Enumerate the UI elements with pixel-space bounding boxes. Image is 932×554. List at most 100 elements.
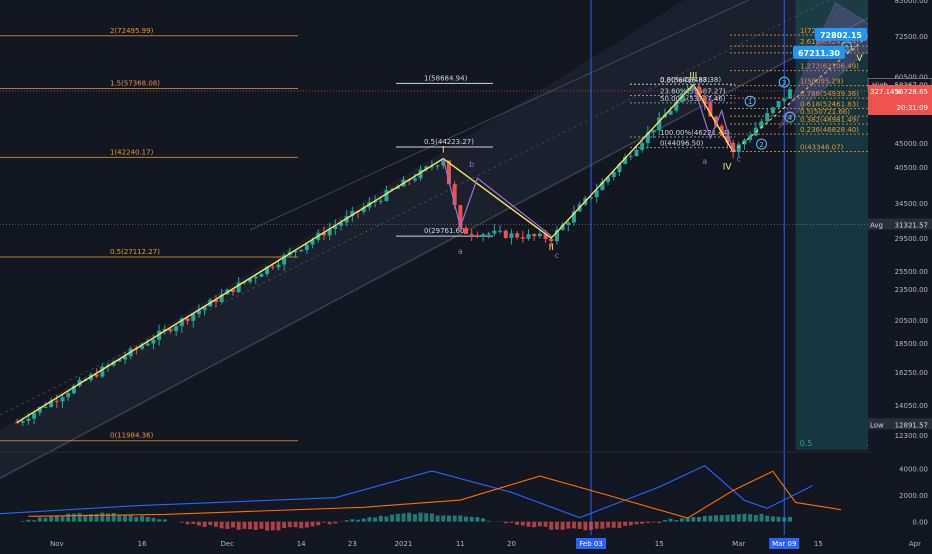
macd-histogram-bar <box>748 514 752 521</box>
macd-axis-tick: 4000.00 <box>899 465 928 473</box>
fib-right-label: 0.382(48981.49) <box>800 116 859 124</box>
macd-histogram-bar <box>151 518 155 522</box>
macd-histogram-bar <box>32 520 36 521</box>
macd-histogram-bar <box>669 519 673 522</box>
macd-histogram-bar <box>271 522 275 531</box>
candle-body <box>640 143 644 150</box>
macd-histogram-bar <box>112 513 116 522</box>
price-axis-tick: 14050.00 <box>895 402 928 410</box>
candle-body <box>737 144 741 152</box>
macd-histogram-bar <box>157 519 161 521</box>
macd-histogram-bar <box>703 516 707 522</box>
low-label: Low <box>870 421 884 429</box>
candle-body <box>538 234 542 237</box>
macd-histogram-bar <box>140 516 144 522</box>
candle-body <box>481 234 485 236</box>
fib-minor-label: 1(58684.94) <box>424 74 468 82</box>
macd-histogram-bar <box>424 513 428 521</box>
macd-histogram-bar <box>470 517 474 522</box>
candle-body <box>151 340 155 344</box>
time-axis-tick: 14 <box>297 540 306 548</box>
macd-histogram-bar <box>481 518 485 522</box>
candle-body <box>413 178 417 180</box>
macd-histogram-bar <box>384 516 388 521</box>
macd-histogram-bar <box>322 522 326 523</box>
time-axis-tick: 23 <box>348 540 357 548</box>
minor-wave-label: c <box>555 251 559 260</box>
macd-histogram-bar <box>572 522 576 529</box>
candle-body <box>55 401 59 402</box>
candle-body <box>532 234 536 236</box>
macd-histogram-bar <box>203 522 207 527</box>
circled-wave-label: 3 <box>782 79 786 87</box>
target-upper-value: 72802.15 <box>820 31 862 40</box>
macd-histogram-bar <box>180 522 184 523</box>
macd-histogram-bar <box>214 522 218 527</box>
candle-body <box>15 422 19 423</box>
macd-histogram-bar <box>725 515 729 522</box>
candle-body <box>782 99 786 101</box>
macd-histogram-bar <box>657 522 661 523</box>
macd-histogram-bar <box>760 514 764 522</box>
price-axis-tick: 12300.00 <box>895 432 928 440</box>
candle-body <box>276 265 280 268</box>
macd-histogram-bar <box>544 522 548 527</box>
macd-histogram-bar <box>566 522 570 529</box>
fib-inner-label: 50.00%(53797.46) <box>660 95 726 103</box>
macd-histogram-bar <box>78 513 82 522</box>
candle-body <box>436 165 440 166</box>
major-wave-label: III <box>689 72 697 82</box>
minor-wave-label: b <box>469 160 474 169</box>
macd-histogram-bar <box>401 514 405 522</box>
time-axis-tick: Mar 09 <box>772 540 796 548</box>
macd-histogram-bar <box>191 522 195 524</box>
macd-histogram-bar <box>453 516 457 522</box>
price-axis-tick: 34500.00 <box>895 200 928 208</box>
macd-histogram-bar <box>532 522 536 528</box>
candle-body <box>379 201 383 202</box>
macd-histogram-bar <box>509 522 513 523</box>
candle-body <box>21 421 25 423</box>
macd-histogram-bar <box>731 515 735 522</box>
major-wave-label: II <box>549 243 554 253</box>
macd-histogram-bar <box>163 519 167 521</box>
price-axis-tick: 72500.00 <box>895 33 928 41</box>
macd-axis-tick: 2000.00 <box>899 492 928 500</box>
macd-histogram-bar <box>186 522 190 525</box>
macd-histogram-bar <box>362 519 366 522</box>
time-axis-tick: Mar <box>732 540 745 548</box>
macd-histogram-bar <box>237 522 241 530</box>
price-axis-tick: 25500.00 <box>895 268 928 276</box>
macd-histogram-bar <box>197 522 201 526</box>
price-axis-tick: 85000.00 <box>895 0 928 5</box>
macd-histogram-bar <box>634 522 638 525</box>
time-axis-tick: Feb 03 <box>579 540 603 548</box>
macd-histogram-bar <box>583 522 587 531</box>
macd-histogram-bar <box>299 522 303 529</box>
time-axis-tick: Nov <box>50 540 64 548</box>
macd-histogram-bar <box>578 522 582 529</box>
time-axis-tick: 16 <box>138 540 147 548</box>
macd-histogram-bar <box>606 522 610 528</box>
macd-histogram-bar <box>66 514 70 522</box>
macd-histogram-bar <box>697 517 701 522</box>
macd-histogram-bar <box>436 515 440 521</box>
fib-major-label: 0(11984.36) <box>110 432 154 440</box>
macd-histogram-bar <box>430 513 434 521</box>
macd-histogram-bar <box>276 522 280 531</box>
candle-body <box>168 329 172 331</box>
candle-body <box>777 101 781 107</box>
price-axis-tick: 29500.00 <box>895 235 928 243</box>
macd-histogram-bar <box>527 522 531 527</box>
macd-histogram-bar <box>600 522 604 529</box>
minor-wave-label: c <box>737 154 741 163</box>
macd-histogram-bar <box>123 515 127 522</box>
candle-body <box>498 231 502 232</box>
candle-body <box>487 233 491 234</box>
time-axis-tick: Dec <box>221 540 235 548</box>
candle-body <box>504 231 508 238</box>
macd-histogram-bar <box>595 522 599 529</box>
candle-body <box>470 234 474 235</box>
